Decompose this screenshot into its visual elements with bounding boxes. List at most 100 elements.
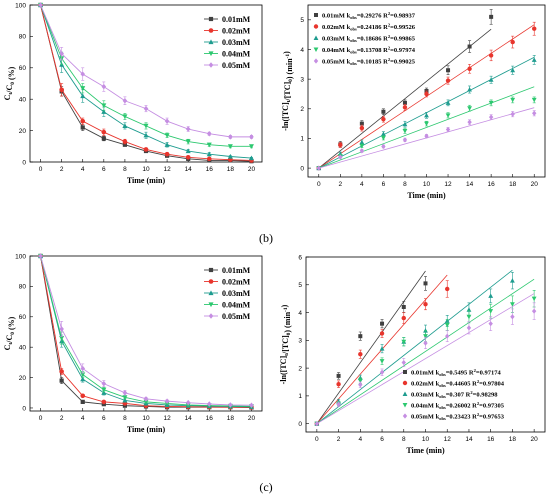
legend-k-sub: obs xyxy=(439,416,446,421)
fit-line-0.01mM xyxy=(318,28,492,169)
data-point xyxy=(423,281,428,286)
legend-series-name: 0.02mM xyxy=(411,380,436,387)
data-point xyxy=(424,133,429,139)
data-point xyxy=(122,98,128,104)
data-point xyxy=(227,144,233,149)
fit-line-0.05mM xyxy=(316,293,535,425)
x-tick-label: 14 xyxy=(465,436,473,443)
data-point xyxy=(185,139,191,145)
legend-k-value: =0.24186 xyxy=(357,24,383,31)
data-point xyxy=(122,395,128,400)
legend-r2-sup: 2 xyxy=(477,379,480,384)
x-tick-label: 16 xyxy=(206,166,214,173)
data-point xyxy=(101,390,107,395)
y-tick-label: 20 xyxy=(19,128,27,135)
x-axis-title: Time (min) xyxy=(407,191,446,200)
y-axis-title-part: /[TC] xyxy=(283,82,292,102)
data-point xyxy=(316,165,321,171)
data-point xyxy=(532,26,537,31)
data-point xyxy=(185,399,191,406)
data-point xyxy=(358,334,363,339)
legend-k-value: =0.29276 xyxy=(357,12,383,19)
y-axis-title: -ln([TC]t/[TC]0) (min-1) xyxy=(279,304,292,384)
data-point xyxy=(445,126,451,133)
data-point xyxy=(122,114,128,120)
y-tick-label: 2 xyxy=(298,365,302,372)
data-point xyxy=(379,369,385,375)
legend-label: 0.01mM xyxy=(222,266,251,275)
data-point xyxy=(532,110,537,116)
y-tick-label: 80 xyxy=(19,284,27,291)
data-point xyxy=(38,2,43,8)
x-tick-label: 20 xyxy=(531,436,539,443)
data-point xyxy=(359,125,365,131)
data-point xyxy=(488,114,494,120)
legend-r2-value: =0.99526 xyxy=(390,24,416,31)
y-tick-label: 100 xyxy=(15,253,26,260)
legend-r2: R xyxy=(466,391,471,398)
x-tick-label: 8 xyxy=(123,166,127,173)
data-point xyxy=(80,393,86,399)
legend-label: 0.05mM xyxy=(222,312,251,321)
legend-r2: R xyxy=(383,12,388,19)
y-axis-title-part: -1 xyxy=(283,307,289,312)
data-point xyxy=(380,321,385,326)
legend-label: 0.03mM kobs=0.307 R2=0.98298 xyxy=(411,390,498,399)
legend-marker xyxy=(402,403,408,408)
legend-marker xyxy=(314,13,318,17)
data-point xyxy=(510,39,515,45)
legend-r2: R xyxy=(383,58,388,65)
legend-label: 0.03mM xyxy=(222,38,251,47)
data-point xyxy=(359,139,365,145)
x-tick-label: 16 xyxy=(206,415,214,422)
x-tick-label: 8 xyxy=(402,436,406,443)
data-point xyxy=(510,278,515,283)
panel-label-b: (b) xyxy=(259,231,273,245)
legend-r2-value: =0.99025 xyxy=(390,58,416,65)
data-point xyxy=(381,143,386,150)
data-point xyxy=(531,308,537,314)
x-tick-label: 10 xyxy=(142,415,150,422)
x-tick-label: 18 xyxy=(509,181,517,188)
legend-marker xyxy=(402,391,408,396)
legend-series-name: 0.05mM xyxy=(411,413,436,420)
y-axis-title-part: (%) xyxy=(7,316,16,332)
legend-label: 0.01mM kobs=0.5495 R2=0.97174 xyxy=(411,368,501,377)
data-point xyxy=(510,111,515,117)
x-tick-label: 0 xyxy=(39,166,43,173)
legend-label: 0.01mM kobs=0.29276 R2=0.98937 xyxy=(322,11,416,20)
x-tick-label: 12 xyxy=(444,436,452,443)
x-tick-label: 4 xyxy=(81,166,85,173)
x-tick-label: 2 xyxy=(339,181,343,188)
x-tick-label: 4 xyxy=(359,436,363,443)
legend-k: k xyxy=(347,24,351,31)
data-point xyxy=(424,121,429,127)
y-tick-label: 0 xyxy=(300,165,304,172)
legend-k-value: =0.307 xyxy=(446,391,466,398)
legend-marker xyxy=(208,62,214,68)
legend-marker xyxy=(313,24,319,29)
legend-marker xyxy=(208,290,214,296)
data-point xyxy=(359,121,364,126)
data-point xyxy=(358,352,363,357)
legend-marker xyxy=(402,413,408,419)
x-tick-label: 4 xyxy=(360,181,364,188)
legend-k: k xyxy=(347,47,351,54)
data-point xyxy=(101,387,107,393)
legend-r2-value: =0.97305 xyxy=(479,402,505,409)
legend-series-name: 0.02mM xyxy=(322,24,347,31)
legend-k-sub: obs xyxy=(439,383,446,388)
legend-marker xyxy=(402,380,408,386)
data-point xyxy=(402,137,408,143)
legend-marker xyxy=(313,35,319,40)
data-point xyxy=(185,154,191,160)
legend-marker xyxy=(208,28,214,33)
legend-k-value: =0.26002 xyxy=(446,402,472,409)
data-point xyxy=(381,135,386,141)
data-point xyxy=(531,57,537,62)
y-tick-label: 5 xyxy=(300,17,304,24)
legend-r2: R xyxy=(469,369,474,376)
data-point xyxy=(101,103,107,109)
legend-k-value: =0.13708 xyxy=(357,47,383,54)
